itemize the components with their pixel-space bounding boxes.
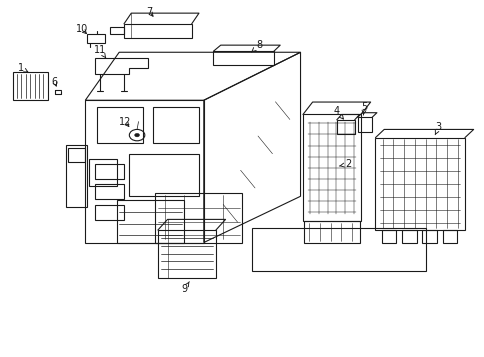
Text: 9: 9 bbox=[181, 282, 189, 295]
Text: 8: 8 bbox=[251, 40, 262, 52]
Text: 5: 5 bbox=[361, 102, 367, 115]
Text: 4: 4 bbox=[333, 106, 343, 119]
Circle shape bbox=[135, 133, 139, 137]
Text: 12: 12 bbox=[119, 117, 131, 127]
Text: 6: 6 bbox=[52, 77, 58, 87]
Text: 7: 7 bbox=[146, 7, 153, 17]
Text: 3: 3 bbox=[434, 122, 441, 135]
Text: 1: 1 bbox=[18, 63, 28, 73]
Text: 11: 11 bbox=[93, 45, 106, 58]
Text: 2: 2 bbox=[339, 159, 350, 169]
Text: 10: 10 bbox=[76, 24, 88, 34]
